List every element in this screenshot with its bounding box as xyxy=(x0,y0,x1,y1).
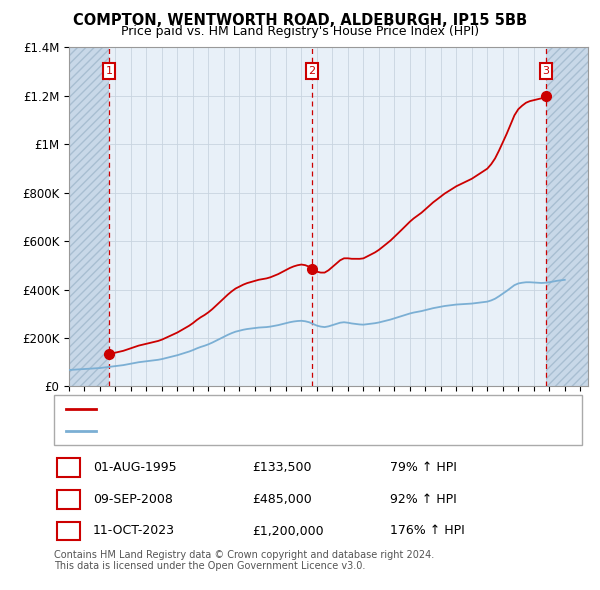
Text: COMPTON, WENTWORTH ROAD, ALDEBURGH, IP15 5BB (detached house): COMPTON, WENTWORTH ROAD, ALDEBURGH, IP15… xyxy=(102,404,512,414)
Text: £133,500: £133,500 xyxy=(252,461,311,474)
Text: 09-SEP-2008: 09-SEP-2008 xyxy=(93,493,173,506)
Bar xyxy=(546,47,588,386)
Bar xyxy=(69,47,109,386)
Text: 3: 3 xyxy=(542,66,550,76)
Text: Contains HM Land Registry data © Crown copyright and database right 2024.: Contains HM Land Registry data © Crown c… xyxy=(54,550,434,560)
Text: This data is licensed under the Open Government Licence v3.0.: This data is licensed under the Open Gov… xyxy=(54,561,365,571)
Text: 2: 2 xyxy=(308,66,316,76)
Text: 01-AUG-1995: 01-AUG-1995 xyxy=(93,461,176,474)
Bar xyxy=(546,47,588,386)
Text: 11-OCT-2023: 11-OCT-2023 xyxy=(93,525,175,537)
Text: HPI: Average price, detached house, East Suffolk: HPI: Average price, detached house, East… xyxy=(102,427,374,437)
Text: 176% ↑ HPI: 176% ↑ HPI xyxy=(390,525,465,537)
Text: 1: 1 xyxy=(64,461,73,474)
Text: 1: 1 xyxy=(106,66,113,76)
Text: £1,200,000: £1,200,000 xyxy=(252,525,323,537)
Text: 2: 2 xyxy=(64,493,73,506)
Text: 92% ↑ HPI: 92% ↑ HPI xyxy=(390,493,457,506)
Bar xyxy=(69,47,109,386)
Text: 79% ↑ HPI: 79% ↑ HPI xyxy=(390,461,457,474)
Text: Price paid vs. HM Land Registry's House Price Index (HPI): Price paid vs. HM Land Registry's House … xyxy=(121,25,479,38)
Text: £485,000: £485,000 xyxy=(252,493,312,506)
Text: COMPTON, WENTWORTH ROAD, ALDEBURGH, IP15 5BB: COMPTON, WENTWORTH ROAD, ALDEBURGH, IP15… xyxy=(73,13,527,28)
Text: 3: 3 xyxy=(64,525,73,537)
